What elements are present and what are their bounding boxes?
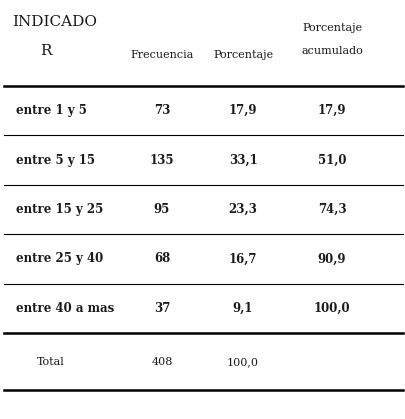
Text: 16,7: 16,7: [229, 252, 257, 266]
Text: entre 1 y 5: entre 1 y 5: [16, 104, 87, 117]
Text: 100,0: 100,0: [227, 357, 259, 367]
Text: 73: 73: [154, 104, 170, 117]
Text: 100,0: 100,0: [314, 302, 350, 315]
Text: R: R: [40, 44, 52, 58]
Text: entre 15 y 25: entre 15 y 25: [16, 203, 103, 216]
Text: acumulado: acumulado: [301, 46, 363, 56]
Text: 68: 68: [154, 252, 170, 266]
Text: Porcentaje: Porcentaje: [213, 50, 273, 60]
Text: 51,0: 51,0: [318, 153, 346, 167]
Text: 408: 408: [151, 357, 173, 367]
Text: 37: 37: [154, 302, 170, 315]
Text: 17,9: 17,9: [229, 104, 257, 117]
Text: 17,9: 17,9: [318, 104, 346, 117]
Text: 135: 135: [150, 153, 174, 167]
Text: INDICADO: INDICADO: [12, 15, 97, 28]
Text: entre 5 y 15: entre 5 y 15: [16, 153, 95, 167]
Text: 33,1: 33,1: [229, 153, 257, 167]
Text: 90,9: 90,9: [318, 252, 346, 266]
Text: 74,3: 74,3: [318, 203, 346, 216]
Text: entre 40 a mas: entre 40 a mas: [16, 302, 115, 315]
Text: entre 25 y 40: entre 25 y 40: [16, 252, 103, 266]
Text: Frecuencia: Frecuencia: [130, 50, 194, 60]
Text: Porcentaje: Porcentaje: [302, 23, 362, 33]
Text: 95: 95: [154, 203, 170, 216]
Text: Total: Total: [36, 357, 64, 367]
Text: 23,3: 23,3: [228, 203, 258, 216]
Text: 9,1: 9,1: [233, 302, 253, 315]
